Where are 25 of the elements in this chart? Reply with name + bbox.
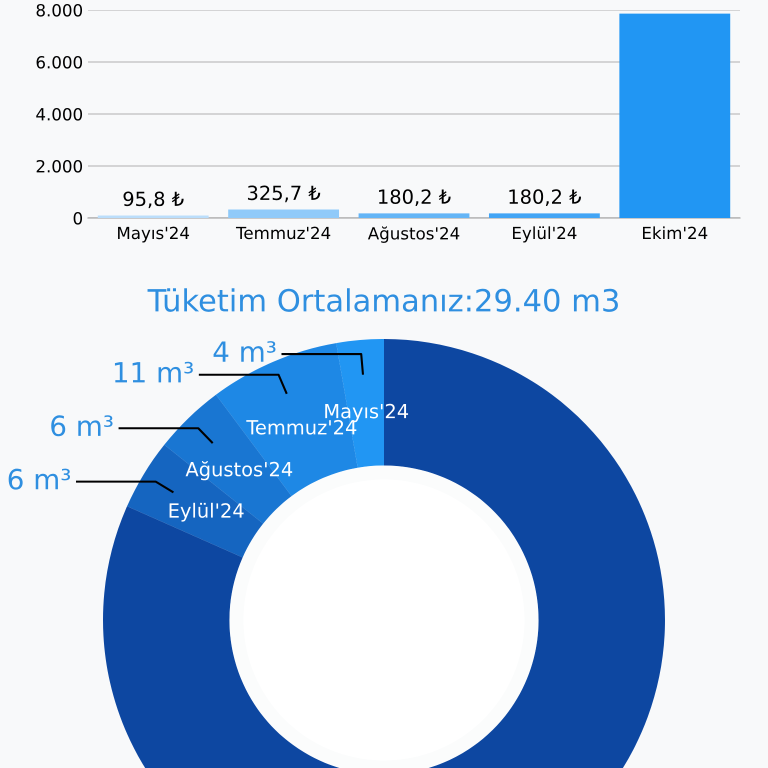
chart-title: Tüketim Ortalamanız:29.40 m3 (148, 288, 618, 312)
data-label: 180,2 ₺ (379, 189, 451, 206)
data-label: 95,8 ₺ (124, 191, 184, 208)
data-label: 6 m³ (51, 415, 113, 436)
x-tick-label: Ekim'24 (643, 226, 708, 239)
bar (619, 14, 730, 218)
x-tick-label: Mayıs'24 (118, 226, 190, 242)
data-label: 180,2 ₺ (509, 189, 582, 206)
bar (358, 213, 470, 218)
data-label: 6 m³ (8, 468, 70, 490)
y-tick-label: 8.000 (36, 4, 82, 17)
y-tick-label: 0 (74, 212, 82, 225)
y-tick-label: 2.000 (36, 160, 82, 173)
x-tick-label: Temmuz'24 (236, 226, 330, 240)
data-label: 4 m³ (214, 341, 276, 362)
slice-label: Eylül'24 (170, 502, 244, 522)
x-tick-label: Ağustos'24 (368, 226, 460, 243)
slice-label: Ağustos'24 (186, 460, 292, 480)
bar (228, 210, 340, 218)
y-tick-label: 4.000 (36, 108, 82, 121)
bar (488, 213, 600, 218)
y-tick-label: 6.000 (36, 56, 82, 69)
x-tick-label: Eylül'24 (513, 226, 576, 242)
data-label: 325,7 ₺ (248, 186, 320, 202)
data-label: 11 m³ (114, 362, 193, 382)
